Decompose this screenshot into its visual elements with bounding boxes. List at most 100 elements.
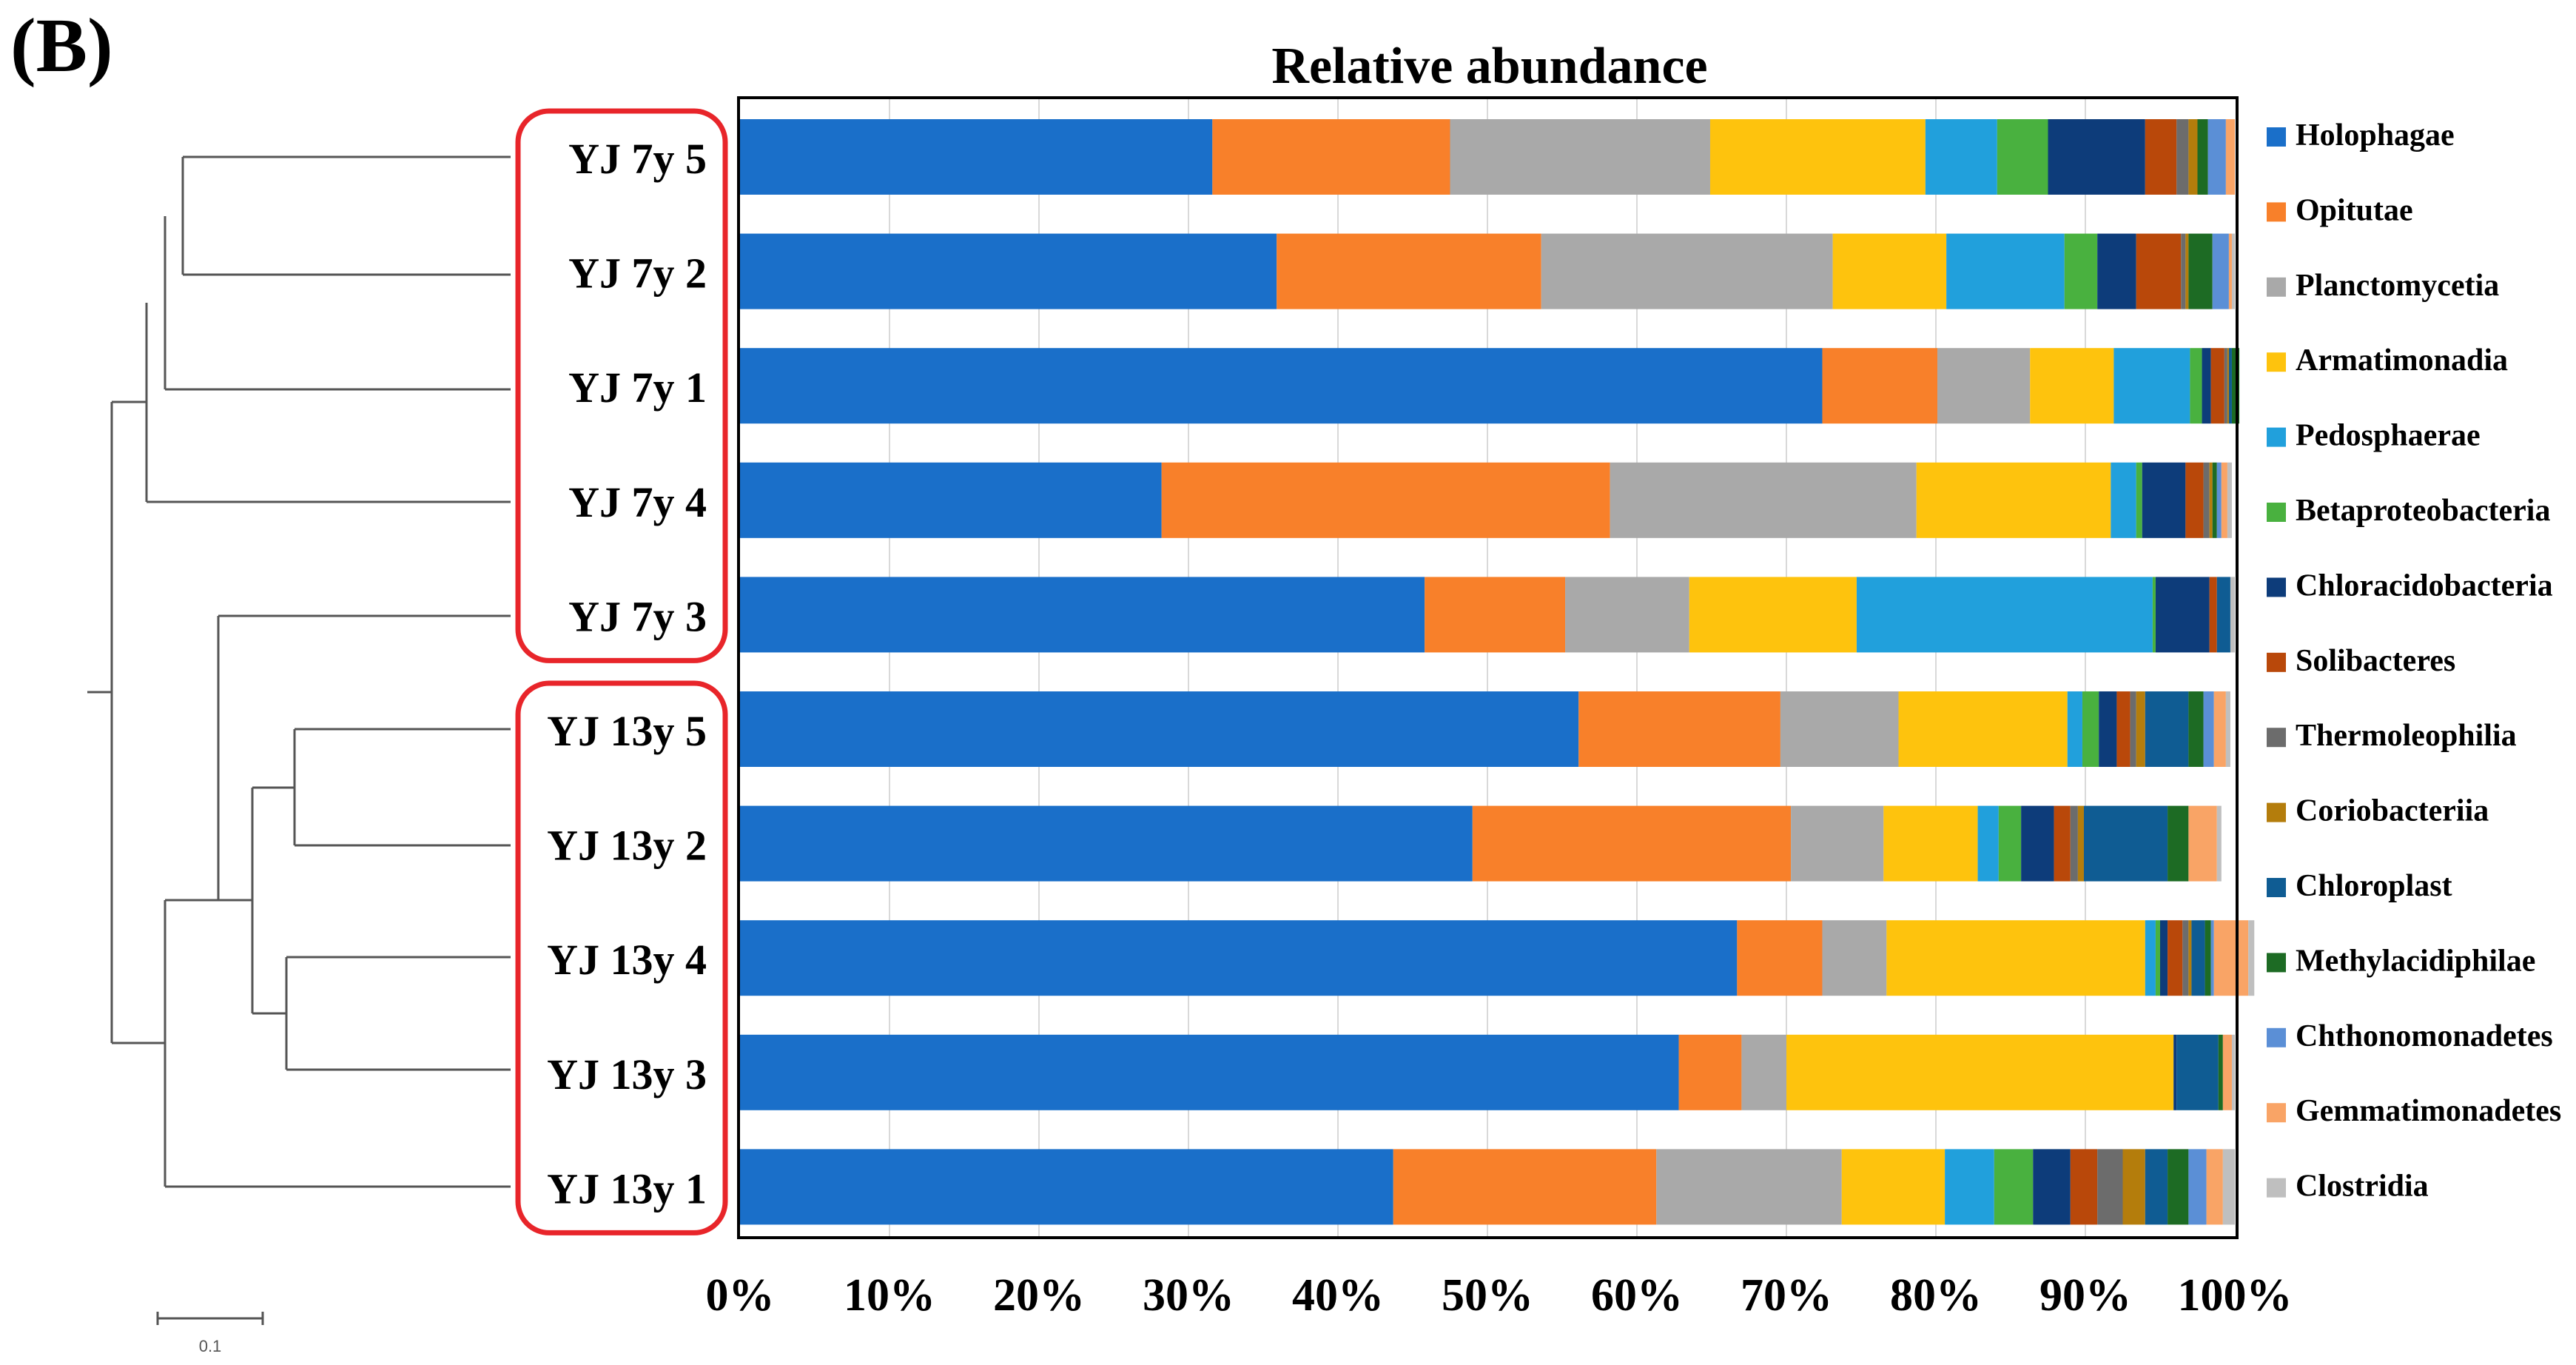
bar-segment-gemmatimonadetes: [2222, 1034, 2232, 1110]
bar-segment-betaproteobacteria: [1998, 805, 2022, 882]
bar-segment-thermoleophilia: [2181, 233, 2186, 309]
bar-segment-holophagae: [740, 577, 1425, 653]
legend-item-chloracidobacteria: Chloracidobacteria: [2267, 569, 2553, 603]
bar-segment-solibacteres: [2136, 233, 2182, 309]
bar-segment-armatimonadia: [1786, 1034, 2174, 1110]
bar-segment-chloracidobacteria: [2155, 577, 2210, 653]
legend-label: Methylacidiphilae: [2296, 944, 2535, 978]
bar-segment-thermoleophilia: [2224, 348, 2227, 424]
bar-segment-chloroplast: [2216, 577, 2230, 653]
bar-row-yj-13y-3: [740, 1034, 2235, 1110]
legend-item-coriobacteriia: Coriobacteriia: [2267, 794, 2489, 828]
legend-label: Chloroplast: [2296, 869, 2452, 903]
bar-row-yj-7y-2: [740, 233, 2235, 309]
x-tick-label: 70%: [1741, 1270, 1832, 1321]
scale-bar-label: 0.1: [199, 1337, 222, 1355]
bar-row-yj-7y-4: [740, 462, 2232, 538]
legend-item-opitutae: Opitutae: [2267, 193, 2413, 227]
bar-segment-coriobacteriia: [2188, 119, 2198, 195]
bar-segment-holophagae: [740, 233, 1277, 309]
x-tick-label: 80%: [1890, 1270, 1982, 1321]
legend-label: Betaproteobacteria: [2296, 494, 2550, 528]
bar-segment-planctomycetia: [1741, 1034, 1786, 1110]
bar-row-yj-13y-4: [740, 920, 2255, 996]
bar-segment-opitutae: [1678, 1034, 1742, 1110]
bar-segment-coriobacteriia: [2209, 462, 2213, 538]
bar-segment-holophagae: [740, 920, 1738, 996]
bar-segment-betaproteobacteria: [2082, 691, 2099, 767]
bar-segment-chloracidobacteria: [2099, 691, 2117, 767]
x-tick-label: 40%: [1292, 1270, 1384, 1321]
bar-segment-chthonomonadetes: [2207, 119, 2226, 195]
bar-segment-planctomycetia: [1565, 577, 1689, 653]
x-tick-label: 20%: [993, 1270, 1085, 1321]
bar-segment-chloroplast: [2145, 1149, 2168, 1225]
bar-segment-coriobacteriia: [2188, 920, 2192, 996]
bar-segment-gemmatimonadetes: [2188, 805, 2217, 882]
bar-segment-opitutae: [1578, 691, 1780, 767]
legend-item-chloroplast: Chloroplast: [2267, 869, 2452, 903]
bar-segment-holophagae: [740, 691, 1579, 767]
bar-segment-chthonomonadetes: [2203, 691, 2214, 767]
bar-segment-pedosphaerae: [2145, 920, 2156, 996]
legend-swatch: [2267, 503, 2286, 522]
legend-item-gemmatimonadetes: Gemmatimonadetes: [2267, 1094, 2561, 1128]
x-tick-label: 50%: [1442, 1270, 1533, 1321]
legend-swatch: [2267, 1027, 2286, 1047]
x-tick-label: 60%: [1591, 1270, 1683, 1321]
bar-segment-solibacteres: [2054, 805, 2071, 882]
bar-segment-clostridia: [2231, 1034, 2235, 1110]
bar-segment-chloracidobacteria: [2142, 462, 2186, 538]
bar-segment-planctomycetia: [1822, 920, 1887, 996]
bar-segment-chthonomonadetes: [2188, 1149, 2207, 1225]
bar-segment-betaproteobacteria: [2152, 577, 2156, 653]
bar-segment-planctomycetia: [1780, 691, 1899, 767]
bar-row-yj-7y-5: [740, 119, 2235, 195]
panel-label: (B): [10, 3, 113, 88]
bar-segment-planctomycetia: [1610, 462, 1917, 538]
bar-segment-thermoleophilia: [2130, 691, 2136, 767]
bar-segment-chloracidobacteria: [2160, 920, 2168, 996]
bar-segment-armatimonadia: [1883, 805, 1978, 882]
bar-segment-chloroplast: [2176, 1034, 2219, 1110]
bar-segment-clostridia: [2222, 1149, 2235, 1225]
bar-segment-holophagae: [740, 462, 1162, 538]
bar-segment-betaproteobacteria: [2064, 233, 2098, 309]
legend-label: Solibacteres: [2296, 644, 2455, 678]
legend-label: Chthonomonadetes: [2296, 1019, 2553, 1053]
legend-item-betaproteobacteria: Betaproteobacteria: [2267, 494, 2550, 528]
bar-segment-opitutae: [1277, 233, 1541, 309]
bar-segment-opitutae: [1472, 805, 1792, 882]
bar-segment-armatimonadia: [1689, 577, 1857, 653]
bar-segment-opitutae: [1425, 577, 1566, 653]
bar-segment-clostridia: [2216, 805, 2222, 882]
bar-segment-methylacidiphilae: [2168, 805, 2189, 882]
bar-segment-coriobacteriia: [2077, 805, 2084, 882]
bar-segment-gemmatimonadetes: [2206, 1149, 2223, 1225]
sample-label: YJ 13y 4: [547, 936, 707, 984]
bar-segment-armatimonadia: [1916, 462, 2111, 538]
bar-row-yj-7y-1: [740, 348, 2240, 424]
bar-segment-pedosphaerae: [2067, 691, 2082, 767]
bar-segment-gemmatimonadetes: [2221, 462, 2227, 538]
bar-segment-holophagae: [740, 119, 1213, 195]
bar-segment-methylacidiphilae: [2205, 920, 2211, 996]
bar-segment-solibacteres: [2209, 577, 2217, 653]
x-axis-ticks: 0% 10% 20% 30% 40% 50% 60% 70% 80% 90% 100%: [706, 1270, 2293, 1321]
legend-label: Opitutae: [2296, 193, 2413, 227]
bar-segment-chloracidobacteria: [2202, 348, 2211, 424]
legend: Holophagae Opitutae Planctomycetia Armatimo…: [2267, 118, 2561, 1204]
legend-swatch: [2267, 277, 2286, 297]
bar-segment-gemmatimonadetes: [2213, 691, 2226, 767]
bar-segment-holophagae: [740, 348, 1823, 424]
bar-segment-betaproteobacteria: [2190, 348, 2202, 424]
bar-row-yj-13y-5: [740, 691, 2230, 767]
legend-item-thermoleophilia: Thermoleophilia: [2267, 719, 2517, 753]
bar-segment-chloracidobacteria: [2021, 805, 2054, 882]
bar-segment-chthonomonadetes: [2212, 233, 2229, 309]
sample-group-outlines: [515, 108, 728, 1235]
bar-segment-thermoleophilia: [2070, 805, 2078, 882]
bar-segment-armatimonadia: [1886, 920, 2145, 996]
bar-row-yj-13y-1: [740, 1149, 2235, 1225]
